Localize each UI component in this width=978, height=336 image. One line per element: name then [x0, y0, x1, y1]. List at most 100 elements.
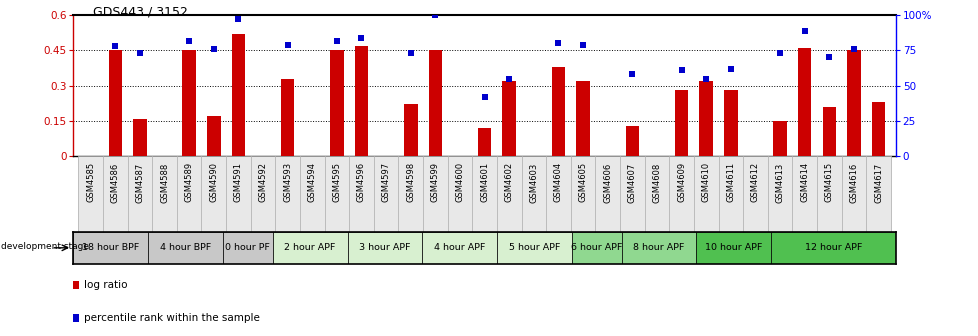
Text: 8 hour APF: 8 hour APF — [633, 243, 684, 252]
Bar — [742, 156, 767, 232]
Bar — [374, 156, 398, 232]
Bar — [693, 156, 718, 232]
Text: GDS443 / 3152: GDS443 / 3152 — [93, 5, 188, 18]
Text: 2 hour APF: 2 hour APF — [285, 243, 335, 252]
Bar — [447, 156, 471, 232]
Text: GSM4606: GSM4606 — [602, 162, 611, 203]
Text: GSM4609: GSM4609 — [677, 162, 686, 202]
Text: 4 hour APF: 4 hour APF — [433, 243, 485, 252]
Text: GSM4593: GSM4593 — [283, 162, 291, 202]
Text: 0 hour PF: 0 hour PF — [225, 243, 270, 252]
Text: 6 hour APF: 6 hour APF — [570, 243, 622, 252]
Text: GSM4616: GSM4616 — [849, 162, 858, 203]
Text: GSM4602: GSM4602 — [505, 162, 513, 202]
Bar — [325, 156, 349, 232]
Bar — [625, 126, 639, 156]
Bar — [148, 232, 223, 264]
Bar — [621, 232, 695, 264]
Bar — [773, 121, 786, 156]
Text: GSM4596: GSM4596 — [357, 162, 366, 202]
Bar — [497, 156, 521, 232]
Text: GSM4603: GSM4603 — [529, 162, 538, 203]
Bar — [275, 156, 299, 232]
Bar — [822, 107, 835, 156]
Text: GSM4611: GSM4611 — [726, 162, 734, 202]
Bar — [698, 81, 712, 156]
Bar — [477, 128, 491, 156]
Bar — [109, 50, 122, 156]
Text: GSM4613: GSM4613 — [775, 162, 783, 203]
Bar — [570, 156, 595, 232]
Bar — [354, 46, 368, 156]
Text: GSM4610: GSM4610 — [701, 162, 710, 202]
Bar — [330, 50, 343, 156]
Bar — [767, 156, 791, 232]
Bar — [552, 67, 564, 156]
Text: GSM4588: GSM4588 — [159, 162, 169, 203]
Bar — [870, 102, 884, 156]
Bar — [724, 90, 736, 156]
Text: 3 hour APF: 3 hour APF — [359, 243, 410, 252]
Text: GSM4612: GSM4612 — [750, 162, 759, 202]
Bar — [644, 156, 669, 232]
Bar — [521, 156, 546, 232]
Text: GSM4601: GSM4601 — [479, 162, 489, 202]
Bar — [133, 119, 147, 156]
Text: GSM4617: GSM4617 — [873, 162, 882, 203]
Bar — [546, 156, 570, 232]
Bar — [103, 156, 127, 232]
Bar — [78, 156, 103, 232]
Bar — [347, 232, 422, 264]
Text: GSM4591: GSM4591 — [234, 162, 243, 202]
Text: log ratio: log ratio — [83, 281, 127, 290]
Text: 10 hour APF: 10 hour APF — [704, 243, 762, 252]
Text: GSM4600: GSM4600 — [455, 162, 464, 202]
Bar — [422, 156, 447, 232]
Text: GSM4594: GSM4594 — [307, 162, 317, 202]
Text: 12 hour APF: 12 hour APF — [804, 243, 862, 252]
Text: GSM4604: GSM4604 — [554, 162, 562, 202]
Bar — [841, 156, 866, 232]
Text: GSM4614: GSM4614 — [799, 162, 809, 202]
Text: GSM4597: GSM4597 — [381, 162, 390, 202]
Bar — [232, 34, 244, 156]
Bar — [404, 104, 417, 156]
Text: GSM4598: GSM4598 — [406, 162, 415, 202]
Text: 18 hour BPF: 18 hour BPF — [82, 243, 139, 252]
Bar — [398, 156, 422, 232]
Bar — [299, 156, 325, 232]
Bar — [223, 232, 273, 264]
Bar — [571, 232, 621, 264]
Bar — [273, 232, 347, 264]
Bar — [771, 232, 895, 264]
Text: 5 hour APF: 5 hour APF — [509, 243, 559, 252]
Bar — [471, 156, 497, 232]
Bar — [281, 79, 294, 156]
Text: GSM4589: GSM4589 — [185, 162, 194, 202]
Bar — [422, 232, 497, 264]
Text: GSM4599: GSM4599 — [430, 162, 439, 202]
Bar — [349, 156, 374, 232]
Text: GSM4585: GSM4585 — [86, 162, 95, 202]
Bar — [226, 156, 250, 232]
Bar — [797, 48, 811, 156]
Bar — [695, 232, 771, 264]
Text: GSM4615: GSM4615 — [823, 162, 833, 202]
Bar — [177, 156, 201, 232]
Bar — [619, 156, 644, 232]
Text: GSM4590: GSM4590 — [209, 162, 218, 202]
Bar — [669, 156, 693, 232]
Bar — [201, 156, 226, 232]
Bar — [73, 232, 148, 264]
Bar — [718, 156, 742, 232]
Bar — [846, 50, 860, 156]
Text: GSM4607: GSM4607 — [627, 162, 636, 203]
Bar — [595, 156, 619, 232]
Bar — [866, 156, 890, 232]
Text: GSM4587: GSM4587 — [135, 162, 145, 203]
Bar — [817, 156, 841, 232]
Bar — [497, 232, 571, 264]
Bar — [674, 90, 688, 156]
Bar — [502, 81, 515, 156]
Text: GSM4605: GSM4605 — [578, 162, 587, 202]
